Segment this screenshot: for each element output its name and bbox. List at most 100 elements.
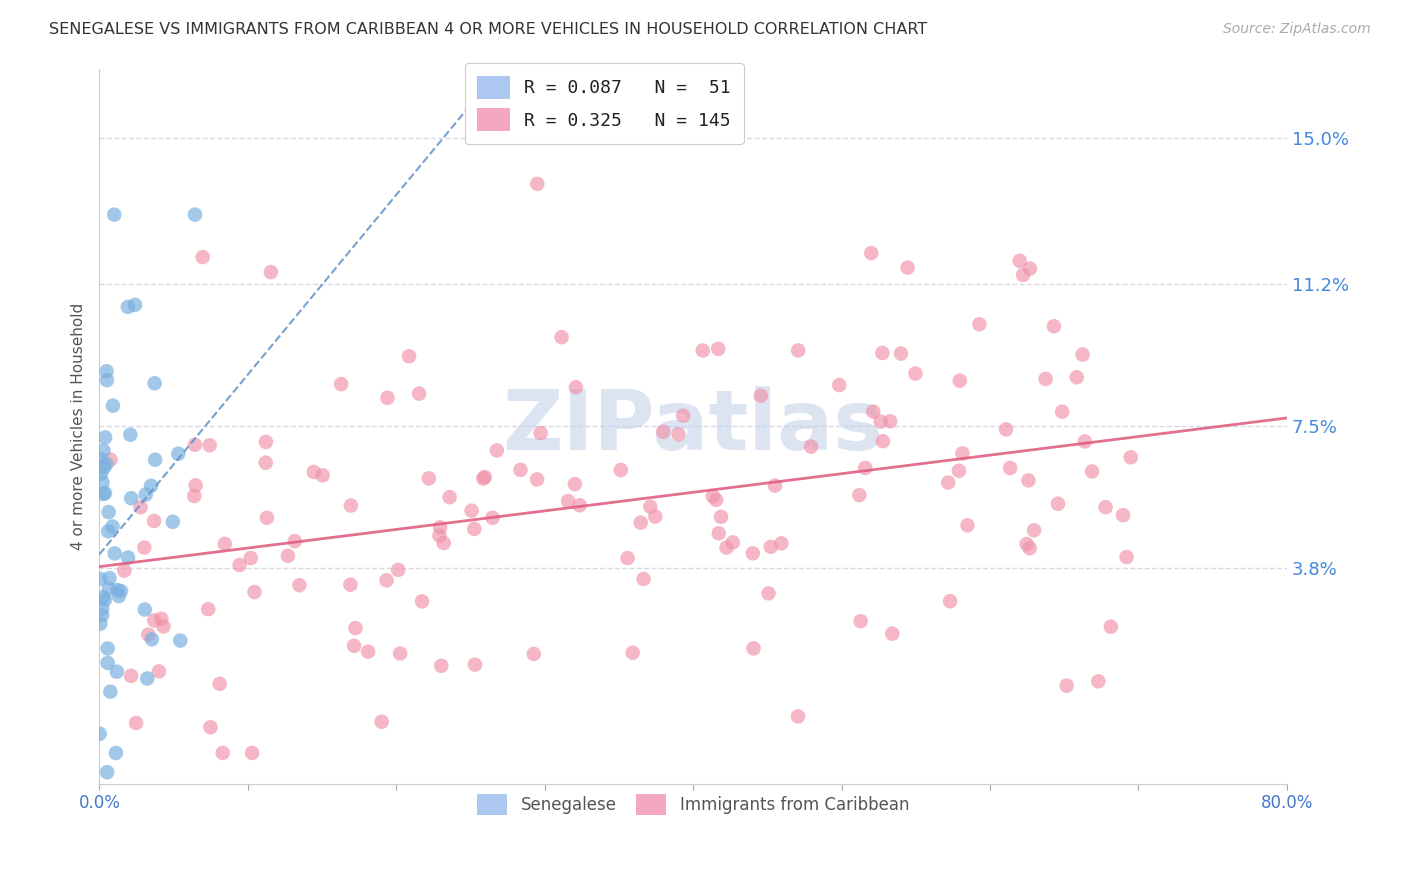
Point — [550, 330, 572, 344]
Point — [256, 511, 278, 525]
Point — [430, 658, 453, 673]
Point — [568, 498, 591, 512]
Point — [433, 536, 456, 550]
Point — [370, 714, 392, 729]
Point — [429, 529, 451, 543]
Point — [1017, 474, 1039, 488]
Point — [1043, 319, 1066, 334]
Point — [853, 461, 876, 475]
Point — [1115, 549, 1137, 564]
Point — [707, 526, 730, 541]
Point — [872, 346, 894, 360]
Point — [616, 551, 638, 566]
Point — [97, 656, 120, 670]
Point — [112, 564, 135, 578]
Point — [184, 208, 207, 222]
Point — [389, 647, 412, 661]
Point — [463, 522, 485, 536]
Point — [640, 500, 662, 514]
Point — [759, 540, 782, 554]
Point — [621, 646, 644, 660]
Point — [96, 373, 118, 387]
Point — [167, 447, 190, 461]
Point — [277, 549, 299, 563]
Point — [882, 626, 904, 640]
Point — [91, 475, 114, 490]
Point — [800, 440, 823, 454]
Point — [464, 657, 486, 672]
Point — [460, 504, 482, 518]
Point — [107, 583, 129, 598]
Point — [1066, 370, 1088, 384]
Point — [198, 438, 221, 452]
Point — [472, 471, 495, 485]
Point — [169, 633, 191, 648]
Point — [240, 746, 263, 760]
Point — [143, 376, 166, 391]
Point — [749, 389, 772, 403]
Point — [1094, 500, 1116, 515]
Point — [136, 672, 159, 686]
Point — [89, 451, 111, 466]
Point — [956, 518, 979, 533]
Point — [630, 516, 652, 530]
Point — [136, 627, 159, 641]
Point — [135, 487, 157, 501]
Point — [96, 457, 118, 471]
Point — [610, 463, 633, 477]
Point — [96, 765, 118, 780]
Point — [848, 488, 870, 502]
Point — [117, 300, 139, 314]
Point — [339, 577, 361, 591]
Point — [1012, 268, 1035, 282]
Point — [94, 593, 117, 607]
Point — [110, 584, 132, 599]
Point — [1035, 372, 1057, 386]
Point — [1019, 261, 1042, 276]
Point — [141, 632, 163, 647]
Point — [1081, 464, 1104, 478]
Point — [101, 519, 124, 533]
Point — [721, 535, 744, 549]
Point — [101, 399, 124, 413]
Point — [1008, 253, 1031, 268]
Point — [243, 585, 266, 599]
Point — [481, 511, 503, 525]
Point — [770, 536, 793, 550]
Point — [758, 586, 780, 600]
Point — [340, 499, 363, 513]
Point — [408, 386, 430, 401]
Point — [672, 409, 695, 423]
Point — [429, 520, 451, 534]
Point — [952, 446, 974, 460]
Point — [343, 639, 366, 653]
Legend: Senegalese, Immigrants from Caribbean: Senegalese, Immigrants from Caribbean — [467, 784, 920, 825]
Point — [120, 427, 142, 442]
Point — [742, 641, 765, 656]
Point — [98, 571, 121, 585]
Point — [644, 509, 666, 524]
Point — [652, 425, 675, 439]
Point — [704, 492, 727, 507]
Text: SENEGALESE VS IMMIGRANTS FROM CARIBBEAN 4 OR MORE VEHICLES IN HOUSEHOLD CORRELAT: SENEGALESE VS IMMIGRANTS FROM CARIBBEAN … — [49, 22, 928, 37]
Point — [93, 460, 115, 475]
Point — [523, 647, 546, 661]
Point — [509, 463, 531, 477]
Point — [91, 608, 114, 623]
Point — [357, 645, 380, 659]
Point — [254, 434, 277, 449]
Text: Source: ZipAtlas.com: Source: ZipAtlas.com — [1223, 22, 1371, 37]
Point — [89, 616, 111, 631]
Point — [890, 346, 912, 360]
Point — [97, 524, 120, 539]
Point — [139, 479, 162, 493]
Point — [93, 443, 115, 458]
Point — [100, 452, 122, 467]
Point — [200, 720, 222, 734]
Point — [143, 452, 166, 467]
Point — [214, 537, 236, 551]
Point — [96, 364, 118, 378]
Point — [143, 614, 166, 628]
Point — [134, 602, 156, 616]
Point — [474, 470, 496, 484]
